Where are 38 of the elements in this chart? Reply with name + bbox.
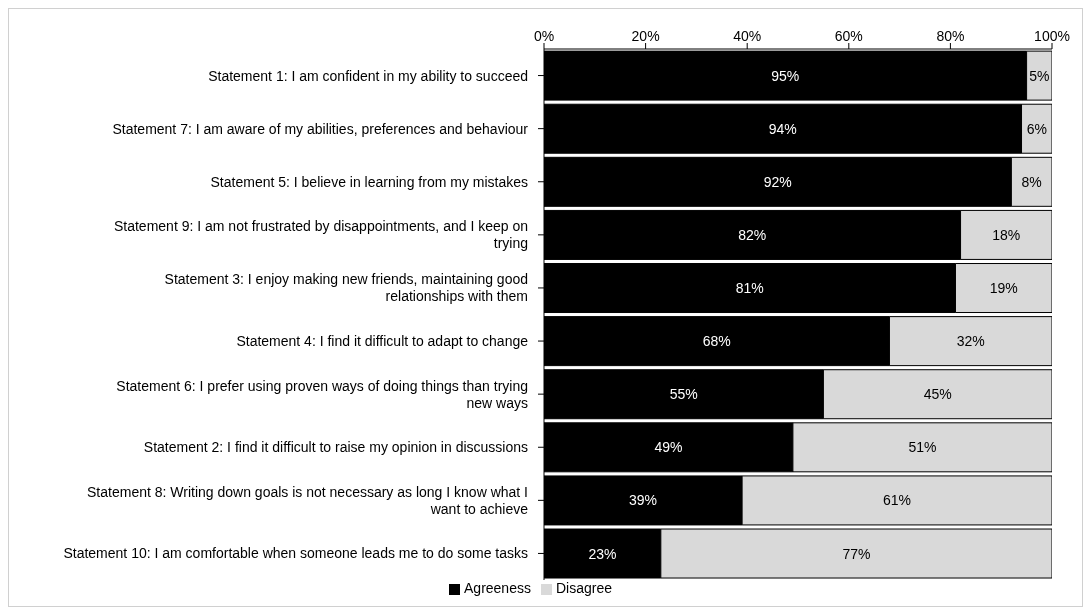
legend-label: Agreeness [464,580,531,596]
x-tick-label: 80% [936,28,965,44]
data-label: 94% [768,120,797,137]
y-tick-label: Statement 5: I believe in learning from my mistakes [210,173,528,190]
y-tick-label: Statement 3: I enjoy making new friends, maintaining good relationships with them [164,271,528,305]
data-label: 95% [771,67,800,84]
data-label: 81% [735,280,764,297]
y-tick-label: Statement 7: I am aware of my abilities, preferences and behaviour [112,120,529,137]
data-label: 8% [1021,173,1042,190]
x-tick-label: 40% [733,28,762,44]
data-label: 51% [908,439,937,456]
y-tick-label: Statement 4: I find it difficult to adapt to change [236,333,529,350]
legend-label: Disagree [555,580,612,596]
y-tick-label: Statement 2: I find it difficult to raise my opinion in discussions [143,439,528,456]
y-tick-label: Statement 1: I am confident in my ability to succeed [208,67,528,84]
data-label: 32% [956,333,985,350]
data-label: 92% [763,173,792,190]
data-label: 68% [702,333,731,350]
data-label: 55% [669,386,698,403]
data-label: 5% [1029,67,1050,84]
data-label: 61% [883,492,912,509]
data-label: 39% [629,492,658,509]
data-label: 18% [992,226,1021,243]
y-tick-label: Statement 9: I am not frustrated by disappointments, and I keep on trying [113,218,528,252]
x-tick-label: 20% [631,28,660,44]
y-tick-label: Statement 10: I am comfortable when someone leads me to do some tasks [63,545,528,562]
data-label: 82% [738,226,767,243]
x-tick-label: 100% [1034,28,1070,44]
data-label: 19% [989,280,1018,297]
data-label: 77% [842,545,871,562]
y-tick-label: Statement 6: I prefer using proven ways of doing things than trying new ways [116,377,528,411]
y-tick-label: Statement 8: Writing down goals is not necessary as long I know what I want to achieve [87,483,529,517]
data-label: 49% [654,439,683,456]
x-tick-label: 0% [533,28,555,44]
data-label: 23% [588,545,617,562]
data-label: 6% [1026,120,1047,137]
data-label: 45% [923,386,952,403]
x-tick-label: 60% [834,28,863,44]
